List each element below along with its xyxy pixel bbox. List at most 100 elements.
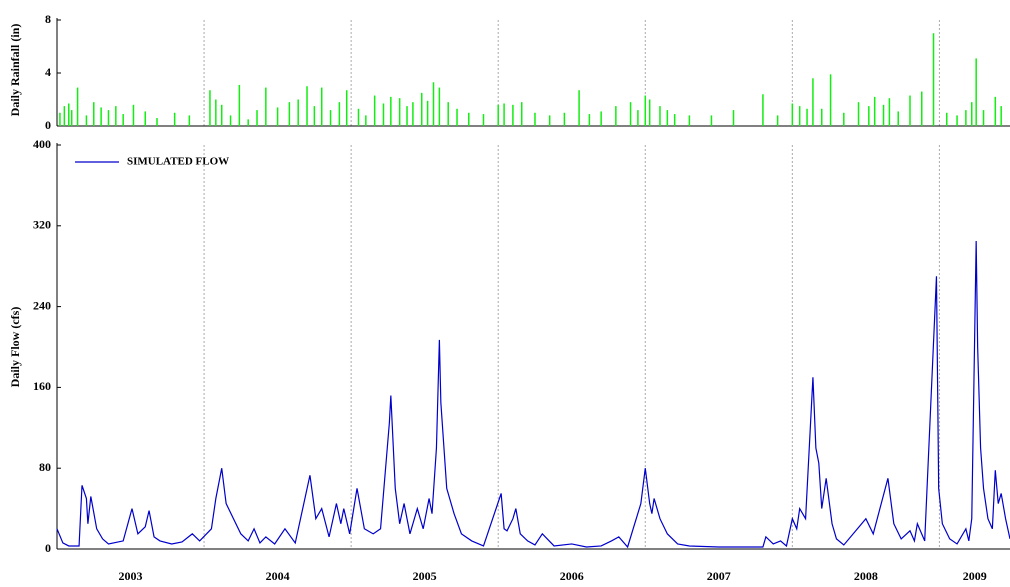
bar [615, 106, 617, 126]
bar [659, 106, 661, 126]
bar [982, 110, 985, 126]
bar [468, 112, 470, 126]
bar [512, 104, 514, 126]
bar [68, 103, 70, 126]
bar [93, 102, 95, 126]
bar [70, 110, 73, 126]
y-tick-label: 400 [33, 137, 51, 151]
bar [238, 84, 241, 126]
y-tick-label: 240 [33, 298, 51, 312]
x-tick-label: 2005 [413, 569, 437, 583]
bar [247, 119, 249, 126]
bar [426, 100, 429, 126]
bar [438, 87, 441, 126]
y-tick-label: 0 [45, 118, 51, 132]
y-axis-label: Daily Flow (cfs) [8, 307, 22, 388]
bar [503, 103, 505, 126]
bar [229, 115, 232, 126]
bar [791, 103, 794, 126]
bar [85, 115, 88, 126]
bar [256, 110, 258, 126]
bar [188, 115, 191, 126]
bar [534, 112, 536, 126]
bar [629, 102, 632, 126]
bar [365, 115, 367, 126]
bar [115, 106, 117, 126]
bar [909, 95, 911, 126]
bar [59, 112, 61, 126]
bar [829, 74, 832, 126]
bar [975, 58, 977, 126]
bar [666, 110, 669, 126]
y-tick-label: 4 [45, 65, 51, 79]
bar [306, 86, 308, 126]
x-tick-label: 2009 [963, 569, 987, 583]
bar [398, 98, 401, 126]
bar [288, 102, 291, 126]
bar [798, 106, 801, 126]
bar [520, 102, 523, 126]
y-tick-label: 0 [45, 541, 51, 555]
bar [497, 104, 499, 126]
bar [447, 102, 449, 126]
bar [276, 107, 279, 126]
bar [637, 110, 639, 126]
bar [265, 87, 267, 126]
bar [563, 112, 566, 126]
bar [897, 111, 899, 126]
bar [345, 90, 348, 126]
bar [76, 87, 79, 126]
bar [673, 114, 676, 126]
bar [821, 108, 823, 126]
bar [313, 106, 316, 126]
bar [710, 115, 713, 126]
bar [965, 110, 967, 126]
y-tick-label: 8 [45, 12, 51, 26]
bar [297, 99, 299, 126]
x-tick-label: 2008 [854, 569, 878, 583]
bar [648, 99, 651, 126]
bar [932, 33, 935, 126]
bar [873, 96, 876, 126]
bar [100, 107, 102, 126]
x-tick-label: 2007 [707, 569, 731, 583]
bar [373, 95, 376, 126]
bar [888, 98, 891, 126]
x-tick-label: 2006 [560, 569, 584, 583]
bar [762, 94, 764, 126]
bar [644, 95, 647, 126]
bar [320, 87, 323, 126]
flow-line [56, 240, 1010, 549]
bar [956, 115, 958, 126]
bar [209, 90, 211, 126]
legend-label: SIMULATED FLOW [127, 156, 229, 168]
bar [220, 104, 223, 126]
y-axis-label: Daily Rainfall (in) [8, 24, 22, 117]
bar [406, 106, 408, 126]
x-tick-label: 2003 [119, 569, 143, 583]
bar [776, 115, 779, 126]
bar [338, 102, 341, 126]
bar [107, 110, 110, 126]
bar [732, 110, 735, 126]
bar [420, 92, 423, 126]
bar [812, 78, 814, 126]
bar [868, 106, 870, 126]
bar [432, 82, 435, 126]
bar [357, 108, 360, 126]
bar [688, 115, 691, 126]
bar [971, 102, 973, 126]
bar [144, 111, 146, 126]
bar [843, 112, 845, 126]
y-tick-label: 320 [33, 218, 51, 232]
bar [412, 102, 414, 126]
bar [63, 106, 66, 126]
bar [946, 112, 948, 126]
y-tick-label: 160 [33, 379, 51, 393]
y-tick-label: 80 [39, 460, 51, 474]
bar [588, 114, 591, 126]
bar [132, 104, 135, 126]
bar [548, 115, 551, 126]
